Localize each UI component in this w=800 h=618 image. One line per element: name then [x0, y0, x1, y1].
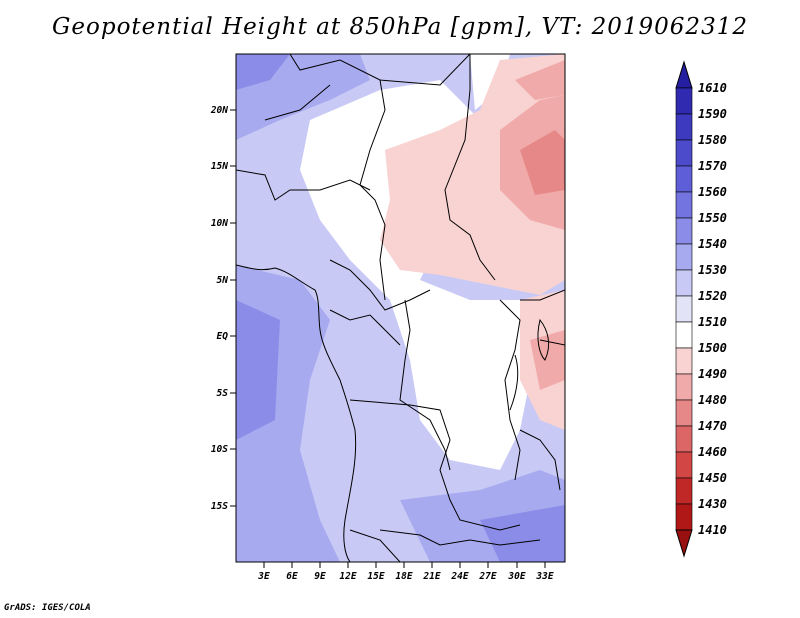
lat-tick-label: 10S	[211, 444, 228, 455]
colorbar-segment	[675, 165, 693, 193]
colorbar-segment	[675, 139, 693, 167]
uganda-border	[520, 289, 565, 301]
lake-tanganyika	[509, 354, 519, 411]
lon-tick-label: 27E	[478, 571, 496, 582]
east-congo-border	[499, 299, 521, 481]
kenya-border	[539, 339, 565, 346]
colorbar-segment	[675, 243, 693, 271]
colorbar-label: 1560	[698, 185, 727, 199]
cameroon-border	[329, 259, 431, 311]
lat-axis: 20N 15N 10N 5N EQ 5S 10S 15S	[210, 105, 236, 512]
chad-nigeria-border	[359, 79, 386, 301]
angola-border	[349, 399, 521, 531]
colorbar: 1610 1590 1580 1570 1560 1550 1540 1530 1520 1510…	[675, 60, 727, 558]
namibia-border	[349, 529, 401, 562]
colorbar-label: 1520	[698, 289, 727, 303]
northern-border	[289, 54, 471, 86]
colorbar-segment	[675, 191, 693, 219]
lon-tick-label: 30E	[507, 571, 525, 582]
colorbar-label: 1470	[698, 419, 727, 433]
lake-victoria	[537, 318, 550, 361]
colorbar-segment	[675, 425, 693, 453]
colorbar-segment	[675, 269, 693, 297]
field-1540-north	[236, 54, 290, 90]
map-title: Geopotential Height at 850hPa [gpm], VT:…	[52, 14, 748, 40]
colorbar-segment	[675, 217, 693, 245]
colorbar-top-arrow	[675, 60, 693, 89]
colorbar-segment	[675, 373, 693, 401]
colorbar-label: 1590	[698, 107, 727, 121]
colorbar-label: 1450	[698, 471, 727, 485]
atlantic-coastline	[236, 264, 357, 562]
lat-tick-label: 20N	[210, 105, 228, 116]
map-frame	[235, 53, 566, 563]
lon-tick-label: 21E	[422, 571, 440, 582]
lat-tick-label: 15S	[211, 501, 228, 512]
colorbar-segment	[675, 113, 693, 141]
colorbar-segment	[675, 451, 693, 479]
lon-axis: 3E 6E 9E 12E 15E 18E 21E 24E 27E 30E 33E	[257, 562, 554, 582]
colorbar-label: 1610	[698, 81, 727, 95]
lon-tick-label: 9E	[314, 571, 326, 582]
lat-tick-label: 5S	[217, 388, 229, 399]
colorbar-label: 1580	[698, 133, 727, 147]
lat-tick-label: 10N	[211, 218, 228, 229]
colorbar-segment	[675, 321, 693, 349]
colorbar-label: 1500	[698, 341, 727, 355]
tanzania-border	[519, 429, 561, 491]
colorbar-label: 1570	[698, 159, 727, 173]
colorbar-label: 1410	[698, 523, 727, 537]
lon-tick-label: 6E	[286, 571, 298, 582]
niger-border	[264, 84, 331, 121]
field-1500	[380, 54, 565, 295]
colorbar-label: 1490	[698, 367, 727, 381]
colorbar-label: 1540	[698, 237, 727, 251]
colorbar-label: 1460	[698, 445, 727, 459]
lat-tick-label: 15N	[211, 161, 228, 172]
colorbar-label: 1480	[698, 393, 727, 407]
grads-credit: GrADS: IGES/COLA	[4, 603, 91, 613]
colorbar-segment	[675, 477, 693, 505]
lon-tick-label: 12E	[339, 571, 356, 582]
colorbar-label: 1550	[698, 211, 727, 225]
colorbar-label: 1530	[698, 263, 727, 277]
field-1540-southeast	[480, 505, 565, 562]
field-1530-south	[236, 470, 320, 562]
lon-tick-label: 15E	[367, 571, 384, 582]
colorbar-segment	[675, 399, 693, 427]
lon-tick-label: 33E	[535, 571, 553, 582]
colorbar-label: 1430	[698, 497, 727, 511]
nigeria-north-border	[236, 169, 371, 201]
congo-border	[399, 299, 451, 471]
field-1490-north	[515, 60, 565, 100]
field-1540-west	[236, 300, 280, 440]
chad-sudan-border	[444, 54, 496, 281]
colorbar-segment	[675, 347, 693, 375]
height-field	[236, 54, 565, 562]
colorbar-segment	[675, 87, 693, 115]
lat-tick-label: EQ	[217, 331, 229, 342]
lon-tick-label: 18E	[395, 571, 412, 582]
colorbar-segment	[675, 295, 693, 323]
zambia-border	[379, 529, 541, 546]
lon-tick-label: 3E	[257, 571, 270, 582]
colorbar-segment	[675, 503, 693, 531]
colorbar-bottom-arrow	[675, 529, 693, 558]
country-borders	[236, 54, 565, 562]
lat-tick-label: 5N	[217, 275, 229, 286]
gabon-border	[329, 309, 401, 346]
colorbar-label: 1510	[698, 315, 727, 329]
field-1510	[300, 80, 540, 470]
field-1480	[520, 130, 565, 195]
lon-tick-label: 24E	[450, 571, 468, 582]
